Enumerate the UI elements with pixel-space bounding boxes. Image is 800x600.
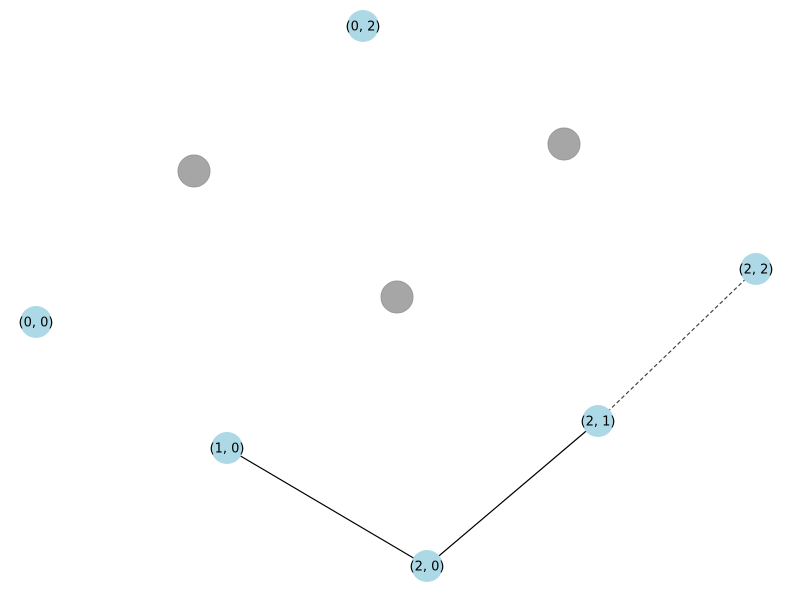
node-circle [211, 432, 243, 464]
node-label: (2, 2) [739, 263, 774, 278]
node-circle [380, 280, 414, 314]
node-label: (2, 1) [581, 415, 616, 430]
edges-layer [226, 268, 757, 567]
edge-n-1-0-n-2-0 [226, 447, 428, 567]
node-n-2-1: (2, 1) [581, 405, 616, 437]
node-n-0-2: (0, 2) [346, 10, 381, 42]
edge-n-2-1-n-2-2 [597, 268, 757, 422]
node-circle [347, 10, 379, 42]
node-circle [547, 127, 581, 161]
node-n-0-0: (0, 0) [19, 306, 54, 338]
node-label: (2, 0) [410, 560, 445, 575]
node-circle [740, 253, 772, 285]
node-circle [411, 550, 443, 582]
nodes-layer: (0, 2) (0, 0) (1, 0) (2, 0) (2, 1) (2, 2) [19, 10, 774, 582]
node-circle [582, 405, 614, 437]
node-n-1-0: (1, 0) [210, 432, 245, 464]
node-n-2-2: (2, 2) [739, 253, 774, 285]
node-circle [20, 306, 52, 338]
node-n-2-0: (2, 0) [410, 550, 445, 582]
node-label: (0, 0) [19, 316, 54, 331]
node-label: (1, 0) [210, 442, 245, 457]
node-label: (0, 2) [346, 20, 381, 35]
node-circle [177, 154, 211, 188]
node-g-a [177, 154, 211, 188]
node-g-b [547, 127, 581, 161]
node-g-c [380, 280, 414, 314]
edge-n-2-0-n-2-1 [426, 420, 599, 567]
